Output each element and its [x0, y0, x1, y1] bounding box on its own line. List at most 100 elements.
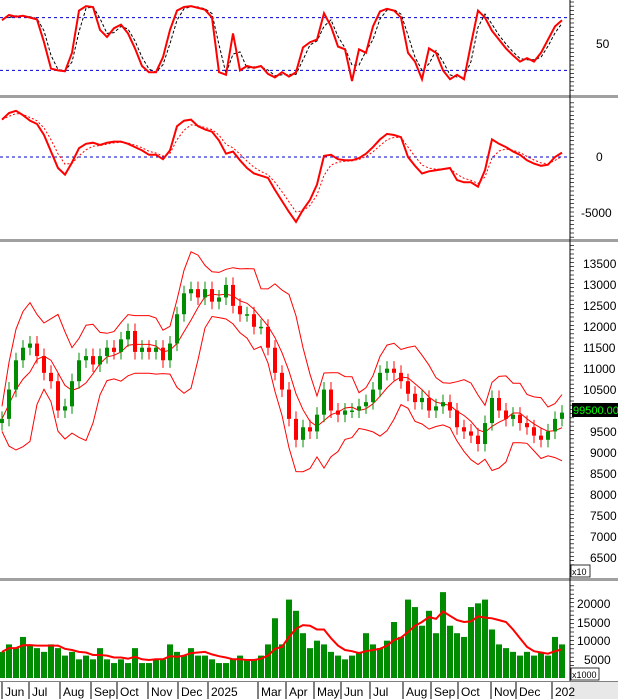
volume-bar: [188, 648, 194, 678]
candle-body: [252, 314, 256, 327]
candle-body: [154, 347, 158, 352]
volume-bar: [328, 651, 334, 678]
volume-bar: [216, 663, 222, 678]
volume-bar: [111, 663, 117, 678]
price-tick-label: 6500: [590, 551, 617, 565]
candle-body: [476, 435, 480, 444]
volume-bar: [545, 655, 551, 678]
candle-body: [490, 397, 494, 424]
volume-bar: [90, 659, 96, 678]
candle-body: [336, 410, 340, 415]
volume-bar: [300, 633, 306, 678]
volume-bar: [104, 659, 110, 678]
volume-bar: [27, 644, 33, 678]
candle-body: [98, 356, 102, 365]
candle-body: [189, 289, 193, 294]
volume-bar: [251, 659, 257, 678]
month-label: Jun: [5, 685, 24, 699]
volume-bar: [517, 655, 523, 678]
volume-bar: [475, 603, 481, 678]
volume-bar: [160, 659, 166, 678]
panel-divider[interactable]: [0, 578, 618, 581]
volume-bar: [384, 640, 390, 678]
month-label: Aug: [63, 685, 84, 699]
price-tick-label: 9500: [590, 425, 617, 439]
volume-bar: [48, 644, 54, 678]
candle-body: [14, 360, 18, 390]
candle-body: [84, 356, 88, 361]
axis-corner: [570, 682, 618, 699]
candle-body: [301, 427, 305, 440]
candle-body: [483, 423, 487, 444]
candle-body: [224, 284, 228, 298]
volume-bar: [41, 651, 47, 678]
volume-bar: [363, 633, 369, 678]
month-label: Oct: [461, 685, 480, 699]
candle-body: [392, 368, 396, 373]
candle-body: [259, 326, 263, 329]
volume-bar: [265, 644, 271, 678]
panel-divider[interactable]: [0, 239, 618, 242]
candle-body: [343, 410, 347, 415]
price-tick-label: 8000: [590, 488, 617, 502]
candle-body: [119, 339, 123, 352]
candle-body: [539, 435, 543, 440]
price-tick-label: 12500: [583, 299, 617, 313]
month-label: Nov: [151, 685, 172, 699]
x-axis-line: [0, 681, 618, 682]
volume-bar: [377, 648, 383, 678]
candle-body: [182, 293, 186, 315]
candle-body: [133, 330, 137, 352]
volume-bar: [146, 663, 152, 678]
volume-bar: [398, 636, 404, 678]
candle-body: [329, 389, 333, 411]
price-tick-label: 13500: [583, 257, 617, 271]
volume-bar: [209, 659, 215, 678]
candle-body: [280, 372, 284, 390]
candle-body: [357, 406, 361, 411]
bollinger-lower-band: [1, 315, 563, 473]
volume-unit-label: x1000: [572, 670, 597, 680]
candle-body: [245, 314, 249, 316]
macd-signal-line: [1, 113, 563, 213]
candle-body: [161, 347, 165, 361]
volume-bar: [286, 599, 292, 678]
candle-body: [455, 410, 459, 428]
candle-body: [42, 356, 46, 373]
candle-body: [91, 356, 95, 365]
price-tick-label: 8500: [590, 467, 617, 481]
volume-bar: [335, 655, 341, 678]
volume-bar: [55, 648, 61, 678]
volume-bar: [307, 648, 313, 678]
candle-body: [238, 305, 242, 315]
x-axis: Jun Jul Aug Sep Oct Nov Dec 2025 Mar Apr May Jun Jul…: [1, 682, 575, 699]
candle-body: [112, 347, 116, 352]
volume-bar: [83, 655, 89, 678]
candle-body: [196, 289, 200, 298]
volume-bar: [167, 644, 173, 678]
volume-bar: [482, 599, 488, 678]
candle-body: [231, 284, 235, 306]
candle-body: [21, 347, 25, 361]
candle-body: [448, 402, 452, 411]
candle-body: [364, 402, 368, 407]
price-panel: [0, 251, 564, 473]
candle-body: [0, 418, 4, 424]
price-tick-label: 7000: [590, 530, 617, 544]
volume-bar: [433, 633, 439, 678]
candle-body: [553, 418, 557, 432]
volume-bar: [237, 655, 243, 678]
panel-divider[interactable]: [0, 95, 618, 98]
volume-bar: [6, 644, 12, 678]
volume-bar: [258, 655, 264, 678]
volume-bar: [461, 636, 467, 678]
candle-body: [504, 410, 508, 419]
price-tick-label: 7500: [590, 509, 617, 523]
month-label: Dec: [519, 685, 540, 699]
price-tick-label: 12000: [583, 320, 617, 334]
volume-bar: [202, 655, 208, 678]
volume-bar: [370, 644, 376, 678]
volume-bar: [0, 651, 5, 678]
candle-body: [413, 393, 417, 403]
